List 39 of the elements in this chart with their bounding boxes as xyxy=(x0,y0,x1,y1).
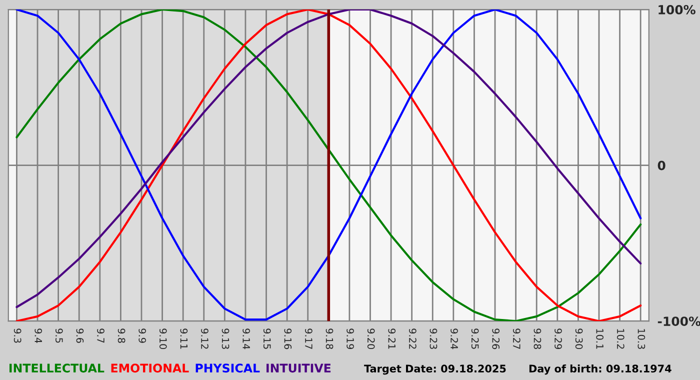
x-tick-label: 9.11 xyxy=(180,328,188,349)
x-tick-label: 9.24 xyxy=(450,328,458,350)
x-tick-label: 9.25 xyxy=(471,328,479,349)
x-tick-label: 9.12 xyxy=(201,328,208,349)
x-tick-label: 9.6 xyxy=(76,328,84,343)
x-tick-label: 9.29 xyxy=(554,328,562,350)
x-tick-label: 9.14 xyxy=(242,328,250,350)
text: PHYSICAL xyxy=(196,364,260,373)
text: INTELLECTUAL xyxy=(9,364,104,373)
x-tick-label: 10.3 xyxy=(638,329,646,349)
y-tick-label: 0 xyxy=(658,160,666,170)
y-tick-label: 100% xyxy=(658,4,696,14)
x-tick-label: 9.28 xyxy=(534,328,542,350)
x-tick-label: 9.20 xyxy=(367,328,375,350)
x-tick-label: 9.8 xyxy=(118,328,126,343)
x-tick-label: 10.1 xyxy=(596,329,604,349)
text: Target Date: 09.18.2025 xyxy=(364,364,506,375)
x-tick-label: 9.27 xyxy=(512,328,520,349)
x-tick-label: 9.13 xyxy=(222,328,230,349)
x-tick-label: 9.10 xyxy=(159,328,167,350)
x-tick-label: 9.17 xyxy=(305,328,312,349)
x-tick-label: 9.9 xyxy=(138,328,146,343)
x-tick-label: 9.7 xyxy=(97,328,104,343)
x-tick-label: 9.4 xyxy=(34,328,42,343)
x-tick-label: 9.19 xyxy=(346,328,354,350)
x-tick-label: 10.2 xyxy=(616,329,624,349)
x-tick-label: 9.16 xyxy=(284,328,292,350)
text: Day of birth: 09.18.1974 xyxy=(529,364,672,375)
x-tick-label: 9.30 xyxy=(575,328,583,350)
text: EMOTIONAL xyxy=(111,364,189,373)
x-tick-label: 9.22 xyxy=(409,328,416,349)
x-tick-label: 9.21 xyxy=(388,328,396,349)
x-tick-label: 9.23 xyxy=(430,328,438,349)
x-tick-label: 9.3 xyxy=(14,328,22,343)
x-tick-label: 9.5 xyxy=(55,328,63,343)
x-tick-label: 9.18 xyxy=(326,328,334,350)
text: INTUITIVE xyxy=(266,364,331,373)
x-tick-label: 9.15 xyxy=(263,328,271,349)
x-tick-label: 9.26 xyxy=(492,328,500,350)
